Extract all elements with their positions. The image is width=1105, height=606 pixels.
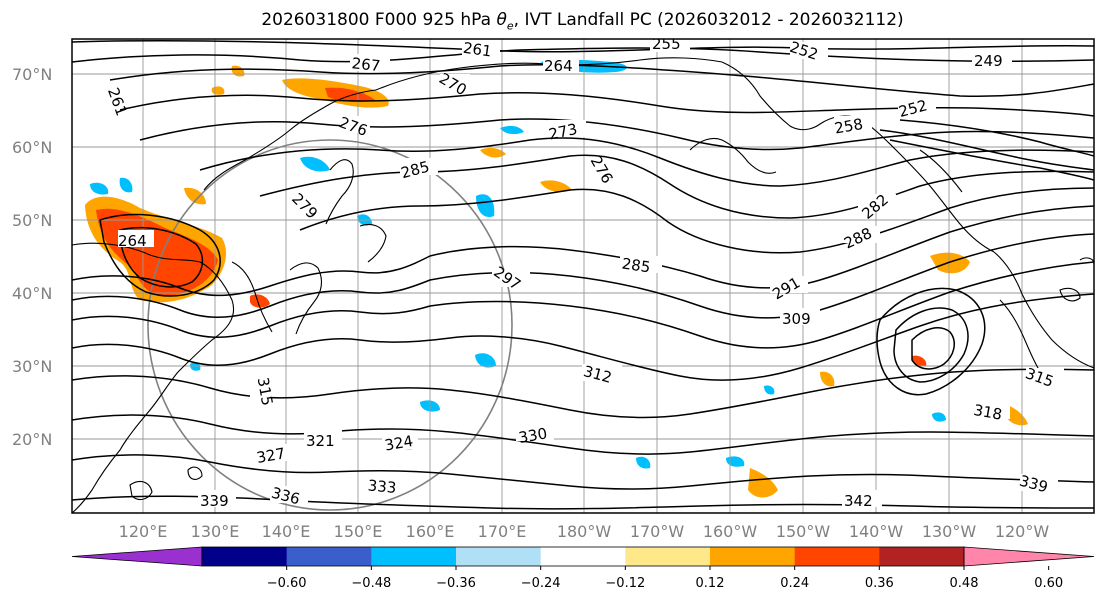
contour-labels: 255 261 267 270 264 252 249 252 258 261 … — [100, 35, 1064, 510]
colorbar-segment — [540, 547, 626, 566]
contour-label: 249 — [974, 52, 1003, 70]
colorbar-segment — [371, 547, 457, 566]
colorbar-extend-low — [71, 546, 203, 567]
contour-label: 342 — [844, 492, 873, 510]
contour-label: 333 — [367, 476, 397, 496]
lat-label: 40°N — [12, 284, 52, 303]
lat-label: 20°N — [12, 430, 52, 449]
map-title: 2026031800 F000 925 hPa θe, IVT Landfall… — [0, 10, 1105, 32]
lon-label: 120°E — [119, 522, 168, 541]
lon-label: 140°W — [849, 522, 904, 541]
contour-label: 327 — [255, 444, 286, 467]
colorbar-tick-label: 0.60 — [1034, 576, 1063, 591]
contour-label: 264 — [118, 232, 147, 250]
colorbar-segment — [202, 547, 288, 566]
colorbar-extend-high — [963, 546, 1095, 567]
colorbar: −0.60 −0.48 −0.36 −0.24 −0.12 0.12 0.24 0.36 0.4… — [71, 546, 1095, 591]
colorbar-tick-label: 0.36 — [865, 576, 894, 591]
lon-label: 130°W — [922, 522, 977, 541]
title-theta-sub: e — [506, 19, 514, 33]
lon-label: 170°W — [630, 522, 685, 541]
colorbar-tick-label: −0.12 — [605, 576, 645, 591]
contour-label: 267 — [351, 54, 381, 75]
plot-frame — [71, 38, 1095, 514]
contour-label: 321 — [306, 432, 335, 450]
colorbar-frame — [201, 546, 965, 567]
lon-label: 140°E — [262, 522, 311, 541]
contour-label: 330 — [517, 424, 548, 447]
contour-label: 261 — [462, 39, 493, 61]
contour-label: 285 — [621, 255, 652, 277]
colorbar-segment — [710, 547, 796, 566]
title-suffix: , IVT Landfall PC (2026032012 - 20260321… — [513, 10, 904, 30]
lon-label: 130°E — [191, 522, 240, 541]
lon-label: 150°W — [776, 522, 831, 541]
longitude-labels: 120°E 130°E 140°E 150°E 160°E 170°E 180°… — [119, 522, 1050, 541]
colorbar-tick-label: −0.36 — [436, 576, 476, 591]
title-theta: θ — [496, 10, 507, 30]
colorbar-segment — [286, 547, 372, 566]
colorbar-segments — [71, 546, 1095, 567]
colorbar-tick-label: −0.24 — [521, 576, 561, 591]
lat-label: 60°N — [12, 138, 52, 157]
contour-label: 324 — [383, 432, 414, 455]
contour-label: 273 — [547, 120, 579, 144]
lon-label: 160°W — [703, 522, 758, 541]
theta-e-contours — [72, 39, 1094, 510]
contour-label: 309 — [782, 310, 811, 328]
colorbar-segment — [625, 547, 711, 566]
colorbar-tick-label: 0.48 — [950, 576, 979, 591]
lon-label: 120°W — [995, 522, 1050, 541]
lat-label: 50°N — [12, 211, 52, 230]
contour-label: 255 — [652, 35, 681, 53]
coastlines — [72, 57, 1094, 513]
map-plot-area: 255 261 267 270 264 252 249 252 258 261 … — [72, 35, 1094, 513]
colorbar-tick-label: 0.24 — [780, 576, 809, 591]
contour-label: 339 — [200, 492, 229, 510]
lon-label: 180°W — [557, 522, 612, 541]
lon-label: 150°E — [334, 522, 383, 541]
lat-label: 70°N — [12, 65, 52, 84]
colorbar-segment — [456, 547, 542, 566]
colorbar-segment — [879, 547, 965, 566]
lon-label: 170°E — [478, 522, 527, 541]
lon-label: 160°E — [406, 522, 455, 541]
lat-label: 30°N — [12, 357, 52, 376]
colorbar-tick-label: −0.48 — [351, 576, 391, 591]
colorbar-tick-label: 0.12 — [696, 576, 725, 591]
title-prefix: 2026031800 F000 925 hPa — [261, 10, 497, 30]
latitude-labels: 70°N 60°N 50°N 40°N 30°N 20°N — [12, 65, 52, 449]
colorbar-ticks: −0.60 −0.48 −0.36 −0.24 −0.12 0.12 0.24 0.36 0.4… — [267, 566, 1063, 591]
contour-label: 315 — [254, 376, 277, 407]
colorbar-segment — [794, 547, 880, 566]
contour-label: 318 — [972, 401, 1003, 424]
landfall-radius-circle — [147, 139, 513, 511]
contour-label: 258 — [833, 115, 864, 138]
colorbar-tick-label: −0.60 — [267, 576, 307, 591]
contour-label: 264 — [544, 57, 573, 75]
